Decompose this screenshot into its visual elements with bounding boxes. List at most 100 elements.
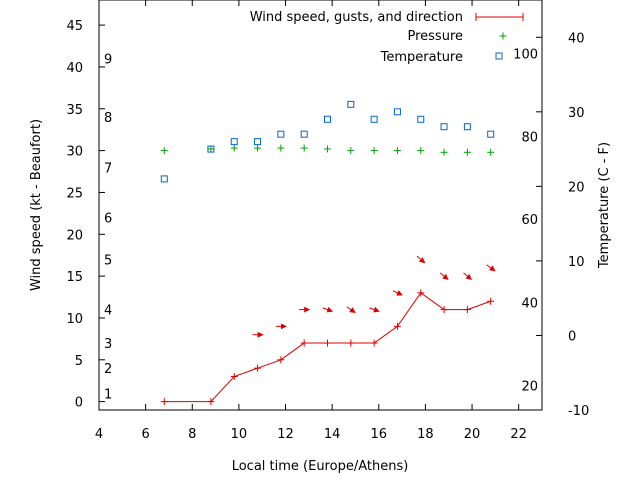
fahrenheit-label: 80: [521, 130, 538, 145]
pressure-point: [300, 144, 308, 152]
x-tick-label: 10: [231, 427, 248, 442]
beaufort-label: 2: [104, 362, 112, 377]
y-tick-label: 15: [66, 270, 83, 285]
x-tick-label: 14: [324, 427, 341, 442]
temperature-point: [370, 115, 378, 123]
y-tick-label: 0: [75, 396, 83, 411]
wind-direction-arrows: [252, 255, 496, 338]
y-tick-label: 35: [66, 103, 83, 118]
beaufort-label: 8: [104, 111, 112, 126]
fahrenheit-label: 20: [521, 379, 538, 394]
wind-speed-point: [230, 373, 238, 381]
wind-direction-arrow: [369, 306, 380, 313]
pressure-point: [347, 147, 355, 155]
y2-tick-label: -10: [568, 404, 589, 419]
pressure-point: [487, 148, 495, 156]
x-tick-label: 16: [371, 427, 388, 442]
x-tick-label: 4: [95, 427, 103, 442]
x-axis-label: Local time (Europe/Athens): [232, 459, 409, 474]
wind-direction-arrow: [416, 255, 426, 264]
y-tick-label: 5: [75, 354, 83, 369]
x-tick-label: 20: [464, 427, 481, 442]
pressure-point: [160, 147, 168, 155]
y2-tick-label: 0: [568, 329, 576, 344]
temperature-point: [160, 175, 168, 183]
pressure-point: [370, 147, 378, 155]
pressure-point: [230, 144, 238, 152]
legend-sample-pressure: [499, 32, 507, 40]
legend-label-temperature: Temperature: [380, 50, 463, 65]
y2-tick-label: 10: [568, 255, 585, 270]
y-tick-label: 25: [66, 186, 83, 201]
x-tick-label: 22: [510, 427, 527, 442]
y-tick-label: 30: [66, 145, 83, 160]
wind-direction-arrow: [346, 306, 356, 314]
wind-speed-point: [323, 339, 331, 347]
wind-direction-arrow: [392, 290, 403, 296]
wind-direction-arrow: [463, 272, 472, 280]
legend-sample-temperature: [495, 52, 503, 60]
wind-speed-point: [277, 356, 285, 364]
wind-speed-point: [487, 297, 495, 305]
fahrenheit-label: 60: [521, 213, 538, 228]
y-axis-ticks: 0 5 10 15 20 25 30 35 40 45: [66, 19, 105, 411]
y2-axis-label: Temperature (C - F): [597, 142, 612, 269]
temperature-point: [440, 123, 448, 131]
y2-axis-ticks: -10 0 10 20 30 40: [536, 31, 589, 419]
wind-speed-line: [164, 292, 491, 403]
x-tick-label: 6: [141, 427, 149, 442]
x-tick-label: 18: [417, 427, 434, 442]
temperature-point: [207, 145, 215, 153]
plot-frame: [98, 0, 543, 411]
legend-label-wind: Wind speed, gusts, and direction: [250, 10, 463, 25]
y-tick-label: 10: [66, 312, 83, 327]
beaufort-label: 9: [104, 53, 112, 68]
wind-speed-point: [160, 398, 168, 406]
pressure-series: [160, 32, 507, 156]
x-axis-ticks: 4 6 8 10 12 14 16 18 20 22: [95, 0, 527, 442]
x-tick-label: 8: [188, 427, 196, 442]
wind-speed-point: [463, 306, 471, 314]
wind-speed-point: [393, 322, 401, 330]
temperature-point: [417, 115, 425, 123]
temperature-point: [393, 108, 401, 116]
wind-speed-point: [417, 289, 425, 297]
legend-label-pressure: Pressure: [407, 29, 463, 44]
pressure-point: [254, 144, 262, 152]
y2-tick-label: 20: [568, 180, 585, 195]
temperature-point: [230, 138, 238, 146]
x-tick-label: 12: [277, 427, 294, 442]
pressure-point: [417, 147, 425, 155]
beaufort-label: 1: [104, 387, 112, 402]
y-tick-label: 45: [66, 19, 83, 34]
temperature-series: [160, 52, 503, 183]
pressure-point: [207, 145, 215, 153]
temperature-point: [487, 130, 495, 138]
fahrenheit-scale-labels: 20 40 60 80 100: [513, 48, 538, 395]
pressure-point: [440, 148, 448, 156]
pressure-point: [277, 144, 285, 152]
temperature-point: [254, 138, 262, 146]
temperature-point: [300, 130, 308, 138]
wind-speed-point: [440, 306, 448, 314]
y-axis-label: Wind speed (kt - Beaufort): [29, 119, 44, 291]
legend: Wind speed, gusts, and direction Pressur…: [250, 10, 524, 65]
y-tick-label: 20: [66, 228, 83, 243]
beaufort-label: 3: [104, 337, 112, 352]
beaufort-label: 5: [104, 253, 112, 268]
pressure-point: [393, 147, 401, 155]
wind-speed-point: [254, 364, 262, 372]
beaufort-label: 6: [104, 212, 112, 227]
y2-tick-label: 40: [568, 31, 585, 46]
wind-speed-point: [370, 339, 378, 347]
temperature-point: [463, 123, 471, 131]
fahrenheit-label: 40: [521, 297, 538, 312]
temperature-point: [347, 100, 355, 108]
beaufort-label: 7: [104, 161, 112, 176]
wind-direction-arrow: [486, 264, 496, 272]
beaufort-scale-labels: 1 2 3 4 5 6 7 8 9: [104, 53, 112, 403]
temperature-point: [277, 130, 285, 138]
y2-tick-label: 30: [568, 106, 585, 121]
temperature-point: [323, 115, 331, 123]
beaufort-label: 4: [104, 304, 112, 319]
